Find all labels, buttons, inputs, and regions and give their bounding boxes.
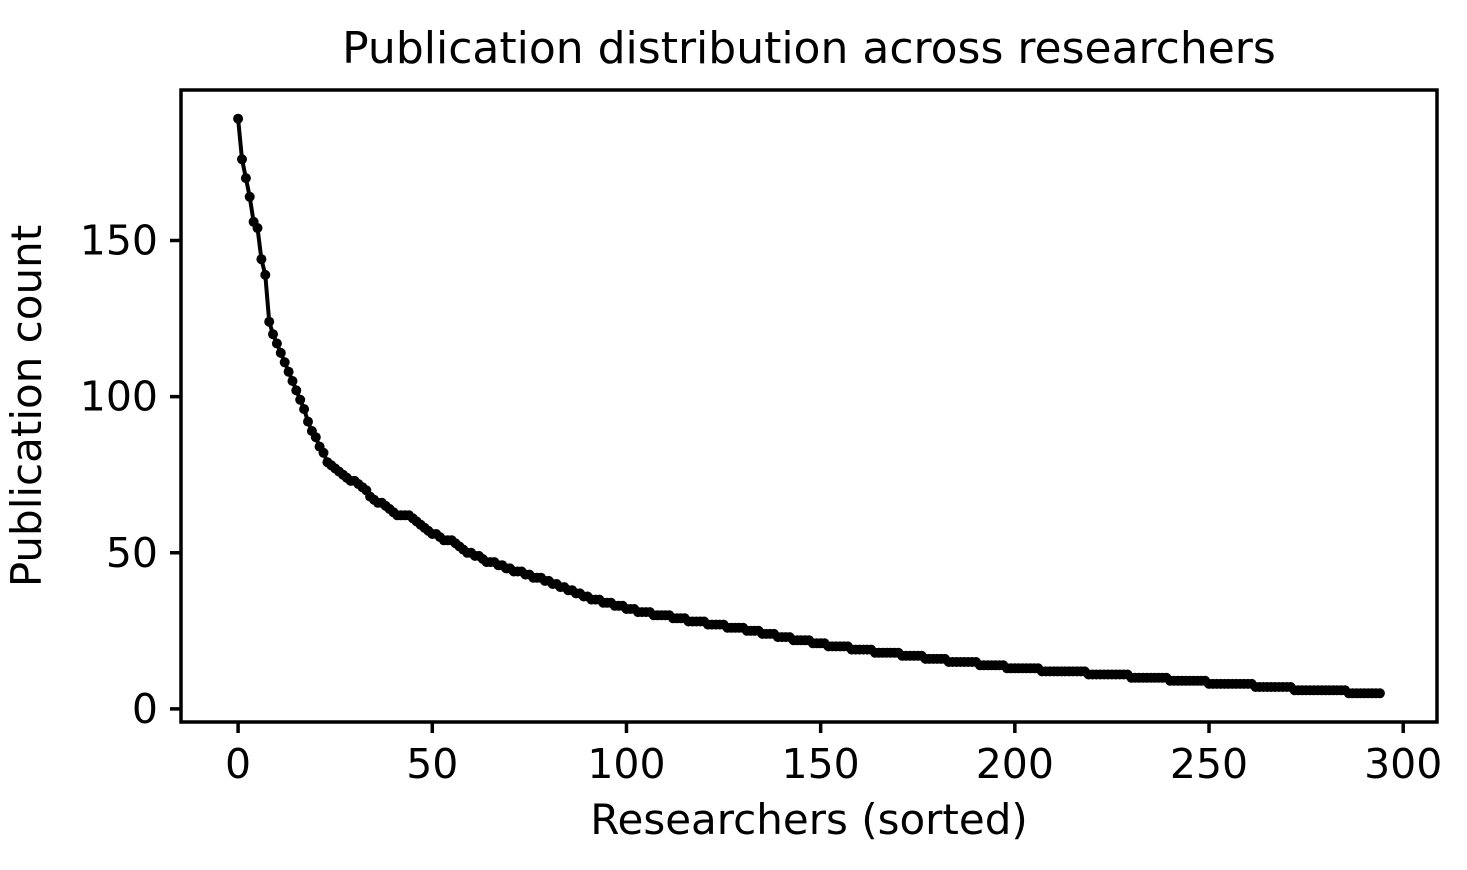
- data-point: [240, 173, 251, 184]
- x-tick-label: 150: [782, 740, 860, 788]
- y-tick-label: 150: [80, 217, 158, 265]
- x-tick-label: 100: [587, 740, 665, 788]
- x-tick-label: 0: [225, 740, 251, 788]
- data-point: [303, 416, 313, 427]
- data-point: [318, 447, 329, 458]
- data-point: [291, 385, 302, 396]
- x-tick-label: 250: [1170, 740, 1248, 788]
- plot-area: 0 50 100 150 200 250 300 0 50 100 150: [80, 88, 1442, 788]
- y-tick-label: 0: [132, 685, 158, 733]
- x-tick-label: 200: [976, 740, 1054, 788]
- data-point: [233, 113, 244, 124]
- data-point: [275, 347, 286, 358]
- x-tick-label: 300: [1364, 740, 1442, 788]
- y-tick-label: 50: [106, 529, 158, 577]
- data-point: [310, 432, 321, 443]
- data-point: [237, 154, 247, 165]
- y-tick-label: 100: [80, 373, 158, 421]
- data-point: [283, 366, 294, 377]
- data-point: [244, 191, 255, 202]
- x-axis-label: Researchers (sorted): [590, 795, 1028, 844]
- data-line: [236, 118, 1380, 696]
- data-point: [271, 338, 282, 349]
- data-point: [295, 394, 306, 405]
- data-point: [252, 223, 263, 233]
- data-point: [299, 404, 310, 415]
- data-point: [268, 329, 278, 340]
- chart-title: Publication distribution across research…: [342, 23, 1276, 74]
- data-point: [279, 357, 290, 368]
- data-point: [1374, 688, 1385, 699]
- data-point: [256, 254, 267, 265]
- data-point: [264, 316, 275, 327]
- y-axis-label: Publication count: [2, 225, 51, 587]
- data-point: [260, 269, 271, 280]
- data-point: [287, 376, 298, 386]
- plot-border: [179, 88, 1439, 724]
- x-tick-label: 50: [406, 740, 458, 788]
